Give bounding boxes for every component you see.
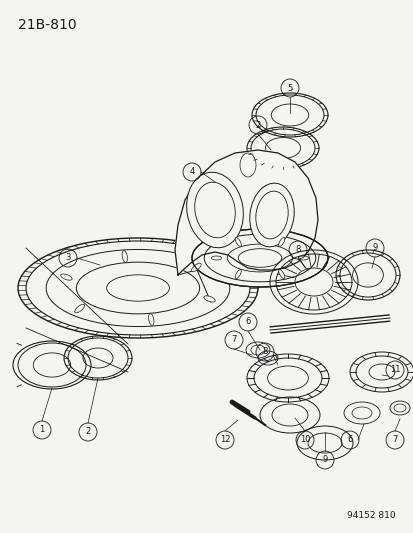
Ellipse shape <box>235 270 241 279</box>
Ellipse shape <box>61 274 72 280</box>
Text: 8: 8 <box>294 246 300 254</box>
Ellipse shape <box>203 296 215 302</box>
Text: 12: 12 <box>219 435 230 445</box>
Ellipse shape <box>249 183 294 247</box>
Ellipse shape <box>211 256 221 260</box>
Text: 8: 8 <box>262 348 267 357</box>
Ellipse shape <box>122 251 127 262</box>
Text: 11: 11 <box>389 366 399 375</box>
Text: 7: 7 <box>392 435 397 445</box>
Text: 2: 2 <box>85 427 90 437</box>
Ellipse shape <box>75 304 84 313</box>
Text: 4: 4 <box>189 167 194 176</box>
Text: 9: 9 <box>322 456 327 464</box>
Text: 6: 6 <box>245 318 250 327</box>
Text: 94152 810: 94152 810 <box>347 511 395 520</box>
Text: 1: 1 <box>39 425 45 434</box>
Text: 3: 3 <box>65 254 71 262</box>
Text: 6: 6 <box>347 435 352 445</box>
Ellipse shape <box>235 238 241 246</box>
Text: 5: 5 <box>287 84 292 93</box>
Text: 10: 10 <box>299 435 309 445</box>
Ellipse shape <box>148 313 154 326</box>
Text: 2: 2 <box>255 120 260 130</box>
Ellipse shape <box>186 172 243 248</box>
Ellipse shape <box>192 229 327 287</box>
Ellipse shape <box>191 263 201 272</box>
Polygon shape <box>175 150 317 275</box>
Text: 21B-810: 21B-810 <box>18 18 76 32</box>
Ellipse shape <box>278 270 284 279</box>
Ellipse shape <box>298 256 308 260</box>
Text: 9: 9 <box>371 244 377 253</box>
Ellipse shape <box>278 238 284 246</box>
Text: 7: 7 <box>231 335 236 344</box>
